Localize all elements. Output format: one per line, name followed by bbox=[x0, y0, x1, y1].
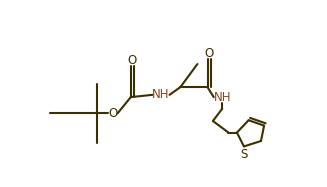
Text: NH: NH bbox=[214, 91, 231, 104]
Text: NH: NH bbox=[152, 88, 170, 101]
Text: O: O bbox=[204, 47, 214, 60]
Text: O: O bbox=[108, 107, 118, 120]
Text: S: S bbox=[240, 148, 248, 161]
Text: O: O bbox=[128, 54, 137, 67]
